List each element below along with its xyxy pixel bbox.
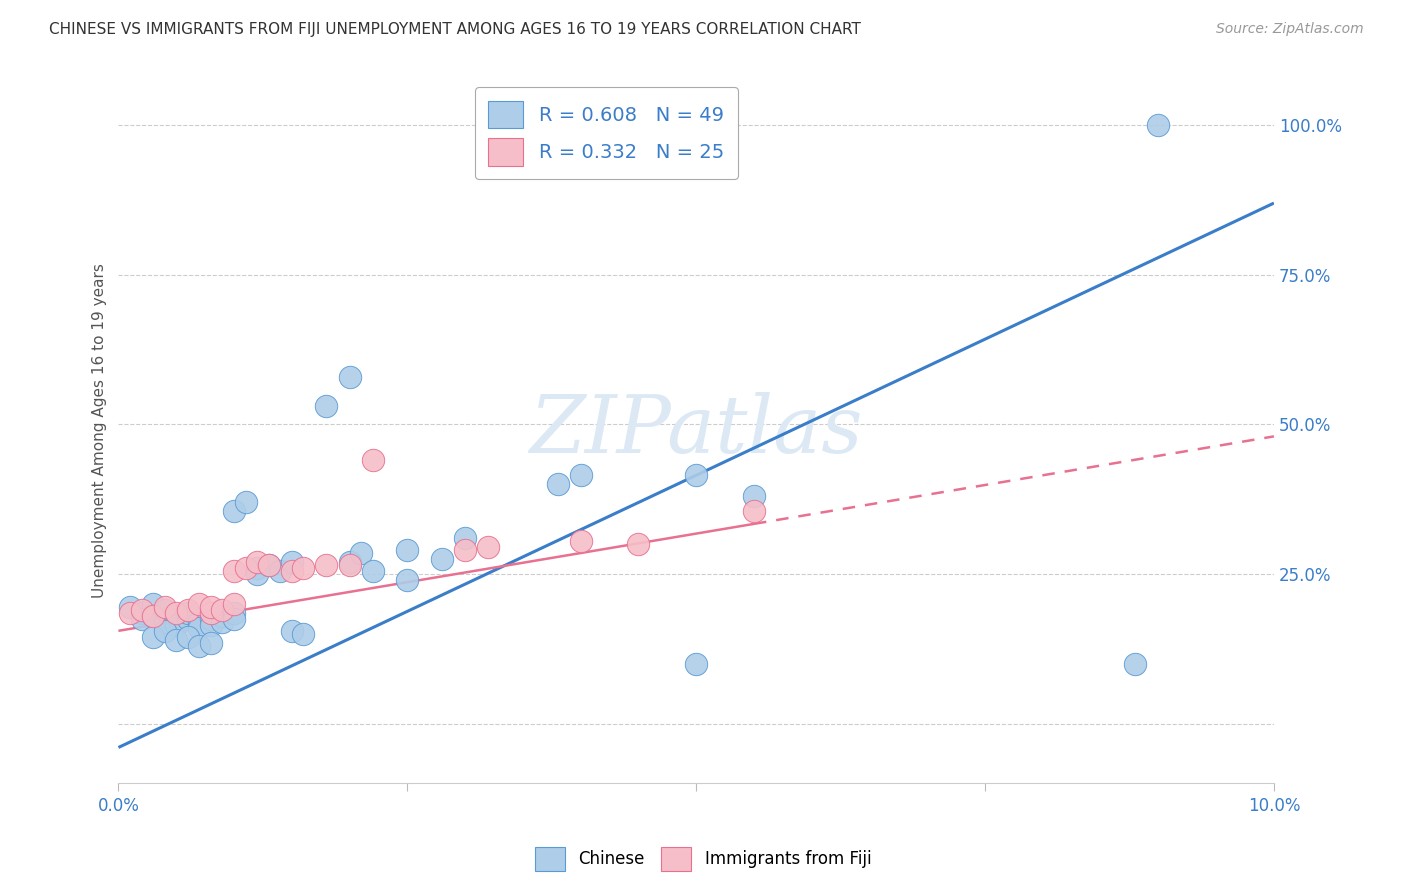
Point — [257, 558, 280, 572]
Point — [257, 558, 280, 572]
Point — [685, 657, 707, 671]
Point — [281, 555, 304, 569]
Point — [1147, 118, 1170, 132]
Point — [188, 597, 211, 611]
Point — [246, 566, 269, 581]
Point — [547, 477, 569, 491]
Point — [246, 555, 269, 569]
Point — [165, 606, 187, 620]
Point — [118, 606, 141, 620]
Point — [142, 608, 165, 623]
Point — [222, 504, 245, 518]
Point — [339, 555, 361, 569]
Point — [350, 546, 373, 560]
Point — [569, 534, 592, 549]
Point — [118, 599, 141, 614]
Point — [281, 564, 304, 578]
Point — [361, 564, 384, 578]
Point — [211, 608, 233, 623]
Point — [211, 615, 233, 629]
Point — [165, 617, 187, 632]
Legend: Chinese, Immigrants from Fiji: Chinese, Immigrants from Fiji — [526, 839, 880, 880]
Point — [235, 561, 257, 575]
Point — [177, 630, 200, 644]
Point — [454, 543, 477, 558]
Point — [742, 489, 765, 503]
Text: ZIPatlas: ZIPatlas — [530, 392, 863, 469]
Point — [269, 564, 291, 578]
Point — [235, 495, 257, 509]
Point — [142, 630, 165, 644]
Point — [339, 369, 361, 384]
Point — [188, 621, 211, 635]
Point — [211, 603, 233, 617]
Point — [396, 543, 419, 558]
Point — [131, 606, 153, 620]
Point — [131, 612, 153, 626]
Point — [339, 558, 361, 572]
Point — [188, 615, 211, 629]
Point — [627, 537, 650, 551]
Point — [685, 468, 707, 483]
Point — [361, 453, 384, 467]
Point — [742, 504, 765, 518]
Point — [153, 624, 176, 638]
Point — [200, 599, 222, 614]
Point — [281, 624, 304, 638]
Point — [165, 632, 187, 647]
Point — [477, 540, 499, 554]
Point — [430, 552, 453, 566]
Point — [177, 603, 200, 617]
Point — [1123, 657, 1146, 671]
Point — [222, 606, 245, 620]
Point — [142, 597, 165, 611]
Point — [153, 603, 176, 617]
Point — [200, 617, 222, 632]
Point — [454, 531, 477, 545]
Point — [200, 612, 222, 626]
Point — [153, 615, 176, 629]
Point — [177, 612, 200, 626]
Point — [153, 599, 176, 614]
Point — [292, 561, 315, 575]
Point — [188, 639, 211, 653]
Point — [222, 612, 245, 626]
Point — [200, 606, 222, 620]
Y-axis label: Unemployment Among Ages 16 to 19 years: Unemployment Among Ages 16 to 19 years — [93, 263, 107, 598]
Point — [315, 400, 337, 414]
Text: Source: ZipAtlas.com: Source: ZipAtlas.com — [1216, 22, 1364, 37]
Point — [177, 606, 200, 620]
Point — [396, 573, 419, 587]
Point — [222, 564, 245, 578]
Point — [292, 627, 315, 641]
Point — [131, 603, 153, 617]
Point — [200, 636, 222, 650]
Text: CHINESE VS IMMIGRANTS FROM FIJI UNEMPLOYMENT AMONG AGES 16 TO 19 YEARS CORRELATI: CHINESE VS IMMIGRANTS FROM FIJI UNEMPLOY… — [49, 22, 860, 37]
Point — [222, 597, 245, 611]
Point — [569, 468, 592, 483]
Point — [315, 558, 337, 572]
Point — [246, 561, 269, 575]
Point — [142, 608, 165, 623]
Legend: R = 0.608   N = 49, R = 0.332   N = 25: R = 0.608 N = 49, R = 0.332 N = 25 — [475, 87, 738, 179]
Point — [165, 608, 187, 623]
